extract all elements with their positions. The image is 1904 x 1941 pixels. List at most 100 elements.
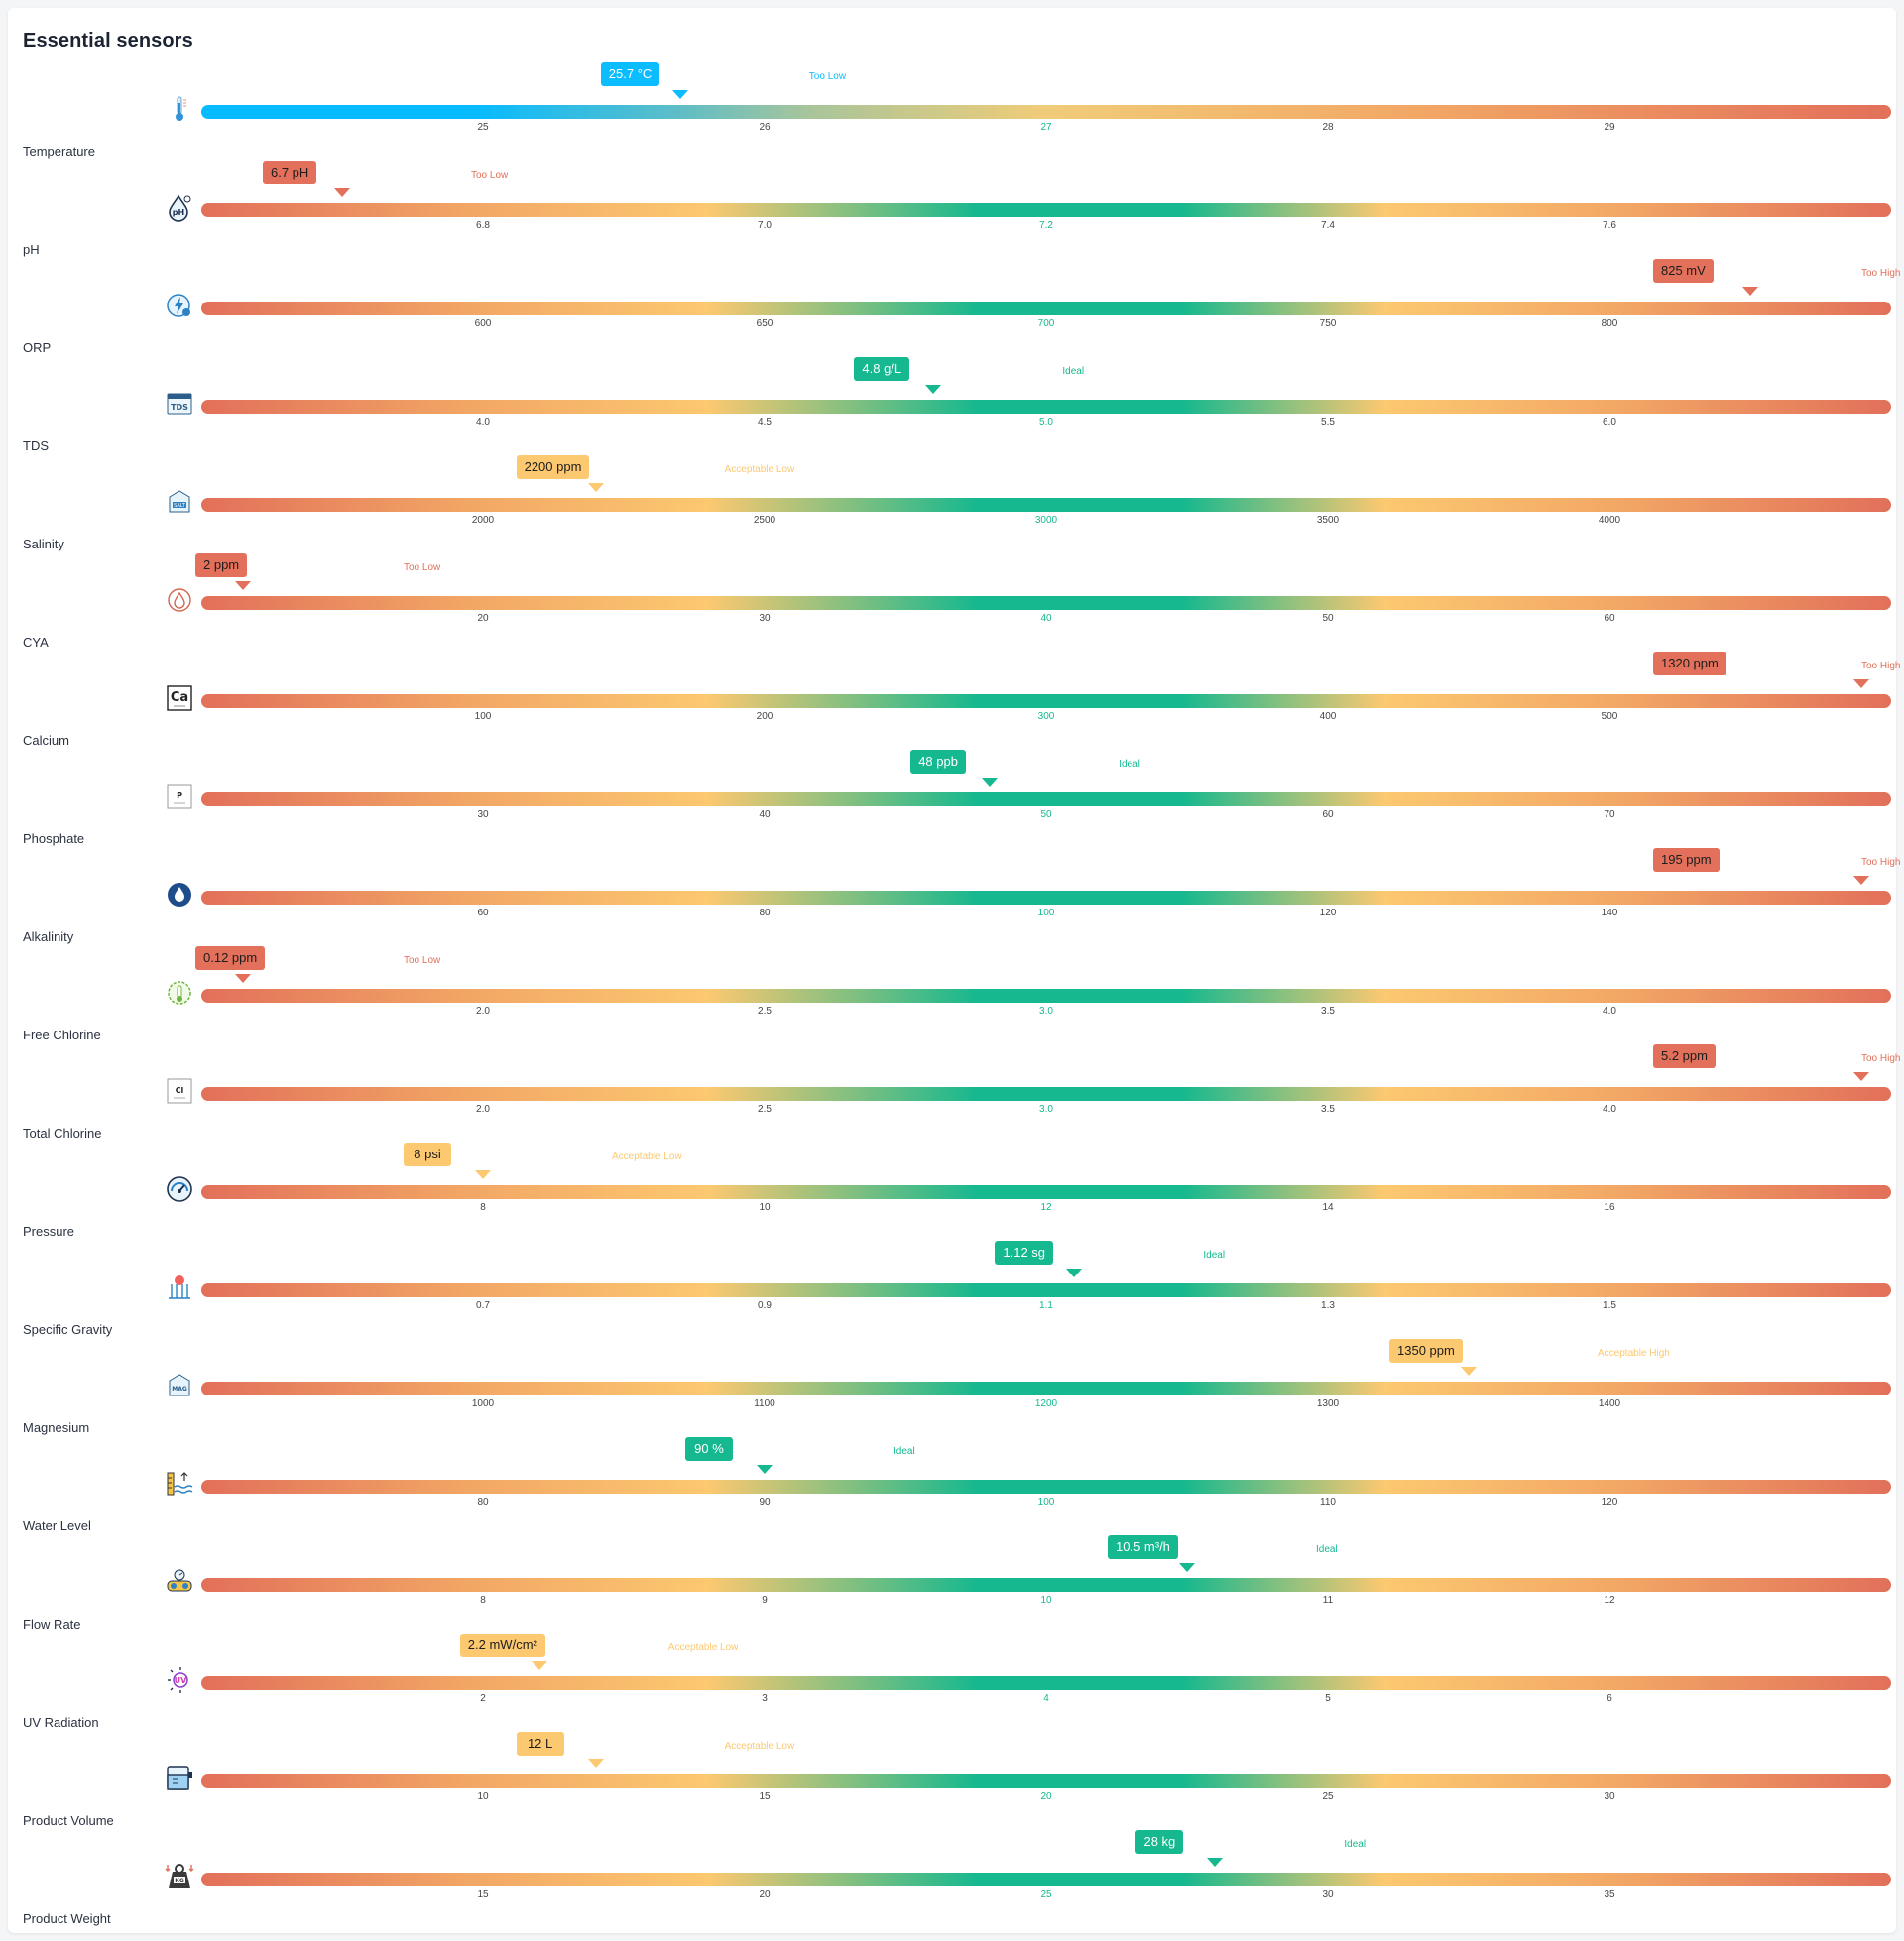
- scale-tick-label: 1.3: [1321, 1300, 1335, 1311]
- phosphate-icon: P: [165, 782, 194, 811]
- sensor-value-marker: [334, 188, 350, 197]
- scale-tick-label: 0.9: [758, 1300, 772, 1311]
- scale-tick-label: 30: [1604, 1791, 1615, 1802]
- sensor-scale-track: [201, 105, 1891, 119]
- sensor-scale-track: [201, 891, 1891, 905]
- sensor-status-label: Ideal: [1316, 1544, 1338, 1555]
- sensor-value-badge[interactable]: 825 mV: [1653, 259, 1714, 283]
- scale-tick-label: 29: [1604, 122, 1615, 133]
- scale-tick-label: 25: [1040, 1889, 1052, 1900]
- sensor-value-marker: [235, 974, 251, 983]
- sensor-scale-track: [201, 1283, 1891, 1297]
- sensor-scale-track: [201, 302, 1891, 315]
- scale-tick-label: 90: [759, 1497, 771, 1508]
- sensor-value-marker: [1853, 679, 1869, 688]
- thermometer-icon: [165, 94, 194, 124]
- sensor-label: Phosphate: [23, 831, 85, 846]
- sensor-value-badge[interactable]: 48 ppb: [910, 750, 966, 774]
- svg-text:TDS: TDS: [171, 403, 188, 412]
- svg-text:pH: pH: [173, 208, 184, 217]
- sensor-row-flow-rate: Flow Rate Ideal 10.5 m³/h 8 9 10 11 12: [8, 1535, 1896, 1640]
- scale-tick-label: 5: [1325, 1693, 1331, 1704]
- sensor-label: Alkalinity: [23, 929, 74, 944]
- scale-tick-label: 1000: [471, 1398, 495, 1409]
- sensor-status-label: Too High: [1861, 661, 1901, 671]
- scale-tick-label: 500: [1601, 711, 1618, 722]
- scale-tick-label: 3.5: [1321, 1104, 1335, 1115]
- sensor-status-label: Too High: [1861, 1053, 1901, 1064]
- sensor-value-badge[interactable]: 5.2 ppm: [1653, 1044, 1716, 1068]
- sensor-value-marker: [531, 1661, 547, 1670]
- scale-tick-label: 3000: [1034, 515, 1058, 526]
- orp-bolt-icon: [165, 291, 194, 320]
- sensor-value-badge[interactable]: 195 ppm: [1653, 848, 1720, 872]
- scale-tick-label: 200: [756, 711, 774, 722]
- scale-tick-label: 30: [759, 613, 771, 624]
- scale-tick-label: 5.5: [1321, 417, 1335, 427]
- scale-tick-label: 60: [477, 908, 489, 918]
- calcium-icon: Ca: [165, 683, 194, 713]
- scale-tick-label: 30: [477, 809, 489, 820]
- sensor-label: Temperature: [23, 144, 95, 159]
- sensor-status-label: Too Low: [404, 562, 441, 573]
- scale-tick-label: 40: [1040, 613, 1052, 624]
- sensor-status-label: Too High: [1861, 268, 1901, 279]
- scale-tick-label: 2.0: [476, 1104, 490, 1115]
- scale-tick-label: 7.2: [1039, 220, 1053, 231]
- scale-tick-label: 2.5: [758, 1104, 772, 1115]
- scale-tick-label: 600: [474, 318, 492, 329]
- sensor-value-badge[interactable]: 1.12 sg: [995, 1241, 1054, 1265]
- sensor-value-badge[interactable]: 12 L: [516, 1732, 564, 1756]
- scale-tick-label: 2000: [471, 515, 495, 526]
- sensor-value-badge[interactable]: 90 %: [685, 1437, 733, 1461]
- sensor-value-badge[interactable]: 4.8 g/L: [854, 357, 910, 381]
- scale-tick-label: 6.8: [476, 220, 490, 231]
- sensor-row-temperature: Temperature Too Low 25.7 °C 25 26 27 28 29: [8, 62, 1896, 168]
- svg-text:MAG: MAG: [172, 1386, 187, 1393]
- sensor-status-label: Ideal: [1062, 366, 1085, 377]
- svg-text:Ca: Ca: [171, 690, 188, 705]
- sensor-label: CYA: [23, 635, 49, 650]
- essential-sensors-card: Essential sensors Temperature Too Low 25…: [8, 8, 1900, 1933]
- sensor-value-marker: [671, 90, 688, 99]
- scale-tick-label: 100: [1037, 908, 1055, 918]
- card-title: Essential sensors: [23, 30, 193, 52]
- svg-text:P: P: [177, 791, 182, 800]
- sensor-scale-track: [201, 694, 1891, 708]
- sensor-value-badge[interactable]: 2.2 mW/cm²: [459, 1634, 545, 1657]
- scale-tick-label: 120: [1601, 1497, 1618, 1508]
- svg-text:SALT: SALT: [174, 503, 186, 509]
- scale-tick-label: 100: [474, 711, 492, 722]
- scale-tick-label: 3.0: [1039, 1006, 1053, 1017]
- scale-tick-label: 15: [759, 1791, 771, 1802]
- sensor-label: Water Level: [23, 1518, 91, 1533]
- sensor-status-label: Ideal: [893, 1446, 915, 1457]
- sensor-value-marker: [1207, 1858, 1224, 1867]
- sensor-label: ORP: [23, 340, 52, 355]
- sensor-value-badge[interactable]: 1350 ppm: [1389, 1339, 1463, 1363]
- sensor-value-badge[interactable]: 6.7 pH: [263, 161, 317, 184]
- sensor-value-badge[interactable]: 2200 ppm: [516, 455, 590, 479]
- sensor-row-uv-radiation: UV Radiation UV Acceptable Low 2.2 mW/cm…: [8, 1634, 1896, 1739]
- cya-icon: [165, 585, 194, 615]
- sensor-label: pH: [23, 242, 40, 257]
- scale-tick-label: 20: [759, 1889, 771, 1900]
- sensor-value-badge[interactable]: 28 kg: [1135, 1830, 1184, 1854]
- scale-tick-label: 16: [1604, 1202, 1615, 1213]
- sensor-value-badge[interactable]: 2 ppm: [195, 553, 248, 577]
- sensor-value-badge[interactable]: 8 psi: [404, 1143, 451, 1166]
- sensor-row-ph: pH pH Too Low 6.7 pH 6.8 7.0 7.2 7.4 7.6: [8, 161, 1896, 266]
- sensor-value-marker: [235, 581, 251, 590]
- scale-tick-label: 4000: [1598, 515, 1621, 526]
- sensor-scale-track: [201, 1087, 1891, 1101]
- sensor-value-badge[interactable]: 25.7 °C: [600, 62, 660, 86]
- scale-tick-label: 12: [1040, 1202, 1052, 1213]
- scale-tick-label: 1300: [1316, 1398, 1340, 1409]
- sensor-row-free-chlorine: Free Chlorine Too Low 0.12 ppm 2.0 2.5 3.0…: [8, 946, 1896, 1051]
- scale-tick-label: 1100: [754, 1398, 775, 1409]
- scale-tick-label: 140: [1601, 908, 1618, 918]
- sensor-value-badge[interactable]: 10.5 m³/h: [1108, 1535, 1178, 1559]
- sensor-value-badge[interactable]: 0.12 ppm: [195, 946, 266, 970]
- sensor-value-badge[interactable]: 1320 ppm: [1653, 652, 1726, 675]
- sensor-label: Magnesium: [23, 1420, 90, 1435]
